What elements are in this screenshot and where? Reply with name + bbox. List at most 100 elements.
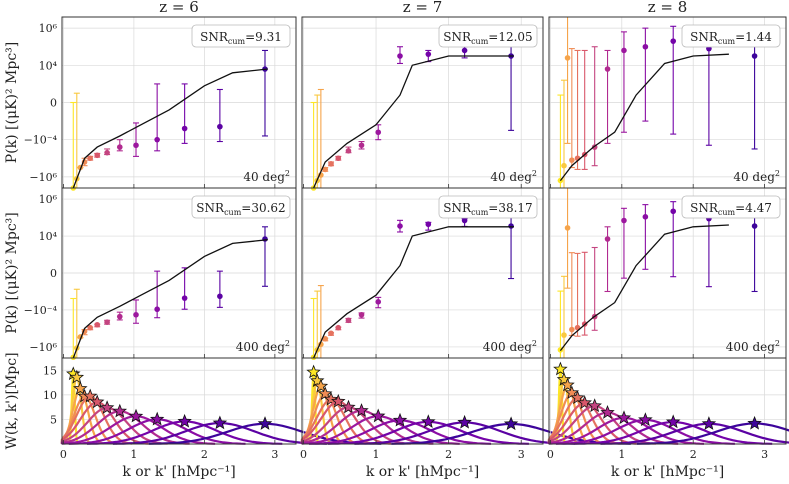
- y-tick-label: −10⁶: [29, 341, 57, 354]
- peak-star: [310, 373, 325, 388]
- y-axis-label: P(k) [(μK)² Mpc³]: [4, 212, 20, 334]
- x-axis-label: k or k' [hMpc⁻¹]: [122, 464, 235, 480]
- peak-star: [616, 410, 632, 425]
- peak-star: [421, 414, 436, 428]
- data-point: [217, 123, 223, 130]
- peak-star: [556, 371, 572, 386]
- power-spectrum-panel: SNRcum=38.17 400 deg2: [301, 187, 544, 361]
- snr-label: SNRcum=4.47: [690, 201, 772, 217]
- data-point: [262, 236, 268, 242]
- peak-star: [128, 408, 144, 423]
- model-line: [72, 68, 268, 189]
- peak-star: [331, 393, 346, 408]
- panel-frame: [61, 357, 297, 445]
- peak-star: [701, 416, 717, 430]
- y-axis-label: W(k, k')[Mpc]: [4, 352, 20, 449]
- area-label: 400 deg2: [726, 339, 780, 354]
- model-line: [559, 224, 729, 351]
- model-line: [559, 53, 729, 181]
- x-tick-label: 1: [130, 448, 137, 461]
- data-point: [642, 43, 649, 50]
- x-tick-label: 0: [60, 448, 67, 461]
- y-tick-label: 5: [50, 413, 57, 426]
- power-spectrum-panel: SNRcum=9.31 40 deg2: [61, 16, 297, 191]
- data-point: [425, 51, 432, 57]
- peak-star: [638, 412, 653, 427]
- power-spectrum-panel: SNRcum=1.44 40 deg2: [548, 16, 787, 189]
- peak-star: [553, 361, 568, 376]
- peak-star: [457, 414, 472, 429]
- data-point: [461, 47, 468, 54]
- peak-star: [587, 398, 602, 413]
- data-point: [621, 47, 627, 54]
- data-point: [181, 295, 188, 301]
- snr-label: SNRcum=1.44: [690, 30, 772, 46]
- snr-label: SNRcum=12.05: [443, 30, 532, 46]
- data-point: [116, 144, 123, 150]
- x-tick-label: 0: [547, 448, 554, 461]
- data-point: [328, 161, 334, 167]
- panel-title: z = 8: [648, 0, 688, 16]
- data-point: [569, 157, 575, 163]
- power-spectrum-panel: SNRcum=12.05 40 deg2: [301, 16, 544, 191]
- x-tick-label: 0: [300, 448, 307, 461]
- snr-box: [191, 24, 291, 48]
- y-tick-label: −10⁶: [29, 171, 57, 184]
- data-point: [104, 319, 110, 325]
- peak-star: [313, 378, 329, 393]
- panel-title: z = 7: [403, 0, 443, 16]
- y-tick-label: 10⁶: [39, 193, 58, 206]
- peak-star: [747, 415, 762, 430]
- peak-star: [212, 415, 228, 430]
- snr-box: [191, 195, 291, 219]
- peak-star: [570, 390, 585, 405]
- x-tick-label: 2: [201, 448, 208, 461]
- panel-frame: [301, 357, 544, 445]
- peak-star: [577, 395, 592, 410]
- data-point: [375, 129, 382, 136]
- area-label: 400 deg2: [483, 339, 537, 354]
- peak-star: [600, 405, 615, 419]
- model-line: [313, 226, 514, 359]
- y-tick-label: −10⁻⁴: [24, 304, 58, 317]
- y-tick-label: 15: [43, 364, 57, 377]
- snr-box: [681, 24, 781, 48]
- data-point: [564, 55, 571, 61]
- y-tick-label: 10⁴: [39, 230, 58, 243]
- peak-star: [149, 411, 165, 426]
- snr-box: [681, 195, 781, 219]
- peak-star: [317, 386, 333, 400]
- data-point: [358, 311, 365, 318]
- data-point: [508, 223, 514, 229]
- data-point: [133, 311, 139, 318]
- y-axis-label: P(k) [(μK)² Mpc³]: [4, 42, 20, 164]
- peak-star: [665, 414, 681, 429]
- data-point: [751, 223, 758, 229]
- x-tick-label: 2: [445, 448, 452, 461]
- window-function-panel: [60, 357, 382, 445]
- power-spectrum-panel: SNRcum=30.62 400 deg2: [61, 187, 297, 361]
- y-tick-label: 10⁴: [39, 59, 58, 72]
- model-line: [313, 55, 514, 189]
- data-point: [154, 306, 160, 313]
- window-function-panel: [300, 357, 631, 445]
- peak-star: [73, 381, 88, 395]
- data-point: [751, 53, 758, 59]
- peak-star: [69, 369, 85, 384]
- data-point: [335, 155, 342, 162]
- data-point: [642, 214, 649, 220]
- y-tick-label: 0: [50, 97, 57, 110]
- x-tick-label: 2: [690, 448, 697, 461]
- peak-star: [323, 391, 339, 406]
- peak-star: [82, 388, 98, 403]
- model-line: [72, 239, 268, 359]
- data-point: [561, 162, 567, 169]
- x-tick-label: 3: [518, 448, 525, 461]
- x-axis-label: k or k' [hMpc⁻¹]: [611, 464, 724, 480]
- data-point: [604, 236, 611, 242]
- data-point: [322, 335, 329, 342]
- x-tick-label: 3: [271, 448, 278, 461]
- y-tick-label: −10⁻⁴: [24, 134, 58, 147]
- peak-star: [257, 416, 273, 430]
